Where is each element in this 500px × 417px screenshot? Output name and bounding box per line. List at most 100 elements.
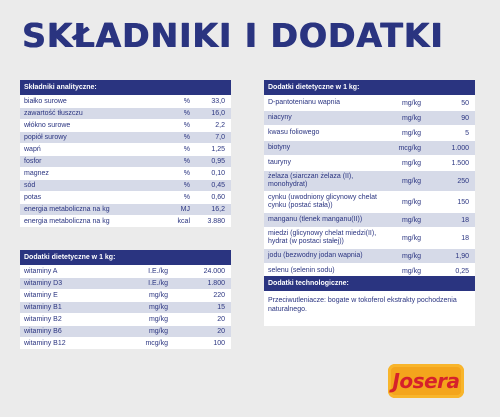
table-row: potas% 0,60 bbox=[20, 191, 231, 203]
row-name: sód bbox=[24, 182, 36, 189]
table-row: sód% 0,45 bbox=[20, 179, 231, 191]
row-unit: % bbox=[183, 146, 190, 153]
row-value: 0,45 bbox=[211, 182, 225, 189]
table-header: Dodatki technologiczne: bbox=[264, 276, 475, 291]
josera-logo: Josera bbox=[388, 364, 464, 398]
row-value: 1,25 bbox=[211, 146, 225, 153]
row-name: wapń bbox=[24, 146, 41, 153]
row-name: żelaza (siarczan żelaza (II), monohydrat… bbox=[268, 173, 354, 188]
row-value: 150 bbox=[457, 198, 469, 206]
table-row: manganu (tlenek manganu(II)) mg/kg 18 bbox=[264, 212, 475, 227]
row-name: kwasu foliowego bbox=[268, 129, 320, 136]
page-title: SKŁADNIKI I DODATKI bbox=[22, 16, 444, 55]
row-name: potas bbox=[24, 194, 42, 201]
row-name: witaminy B2 bbox=[24, 316, 62, 323]
table-row: białko surowe% 33,0 bbox=[20, 95, 231, 107]
row-unit: mg/kg bbox=[148, 316, 168, 323]
row-name: witaminy E bbox=[24, 292, 58, 299]
row-value: 5 bbox=[465, 129, 469, 137]
table-row: miedzi (glicynowy chelat miedzi(II), hyd… bbox=[264, 227, 475, 248]
table-row: magnez% 0,10 bbox=[20, 167, 231, 179]
table-row: włókno surowe% 2,2 bbox=[20, 119, 231, 131]
table-row: fosfor% 0,95 bbox=[20, 155, 231, 167]
row-value: 50 bbox=[461, 99, 469, 107]
row-value: 33,0 bbox=[211, 98, 225, 105]
table-row: energia metaboliczna na kg MJ 16,2 bbox=[20, 203, 231, 215]
row-unit: mg/kg bbox=[148, 304, 168, 311]
row-unit: mg/kg bbox=[401, 198, 421, 206]
row-name: tauryny bbox=[268, 159, 291, 166]
table-row: tauryny mg/kg 1.500 bbox=[264, 155, 475, 170]
row-value: 7,0 bbox=[215, 134, 225, 141]
row-name: witaminy B12 bbox=[24, 340, 66, 347]
row-value: 2,2 bbox=[215, 122, 225, 129]
row-name: jodu (bezwodny jodan wapnia) bbox=[268, 252, 363, 259]
row-value: 1,90 bbox=[455, 252, 469, 260]
row-name: fosfor bbox=[24, 158, 42, 165]
table-row: zawartość tłuszczu% 16,0 bbox=[20, 107, 231, 119]
row-unit: kcal bbox=[177, 218, 190, 225]
table-row: jodu (bezwodny jodan wapnia) mg/kg 1,90 bbox=[264, 248, 475, 263]
row-name: energia metaboliczna na kg bbox=[24, 218, 110, 225]
row-name: włókno surowe bbox=[24, 122, 71, 129]
row-name: energia metaboliczna na kg bbox=[24, 206, 110, 213]
row-unit: mg/kg bbox=[401, 252, 421, 260]
row-name: witaminy D3 bbox=[24, 280, 63, 287]
row-unit: mg/kg bbox=[401, 99, 421, 107]
row-name: D-pantotenianu wapnia bbox=[268, 99, 340, 106]
row-value: 16,0 bbox=[211, 110, 225, 117]
row-value: 0,95 bbox=[211, 158, 225, 165]
row-name: selenu (selenin sodu) bbox=[268, 267, 335, 274]
technological-text: Przeciwutleniacze: bogate w tokoferol ek… bbox=[264, 291, 475, 326]
row-unit: mg/kg bbox=[401, 216, 421, 224]
vitamins-table: Dodatki dietetyczne w 1 kg: witaminy A I.… bbox=[20, 250, 231, 349]
row-unit: mg/kg bbox=[148, 292, 168, 299]
row-unit: mg/kg bbox=[401, 129, 421, 137]
table-row: witaminy B12 mcg/kg 100 bbox=[20, 337, 231, 349]
row-value: 1.500 bbox=[451, 159, 469, 167]
row-unit: % bbox=[183, 110, 190, 117]
table-row: żelaza (siarczan żelaza (II), monohydrat… bbox=[264, 170, 475, 191]
row-unit: mcg/kg bbox=[398, 144, 421, 152]
row-unit: mg/kg bbox=[148, 328, 168, 335]
table-row: wapń% 1,25 bbox=[20, 143, 231, 155]
table-row: witaminy A I.E./kg 24.000 bbox=[20, 265, 231, 277]
row-unit: % bbox=[183, 194, 190, 201]
row-value: 1.800 bbox=[207, 280, 225, 287]
row-unit: mg/kg bbox=[401, 267, 421, 275]
row-value: 16,2 bbox=[211, 206, 225, 213]
row-name: biotyny bbox=[268, 144, 291, 151]
table-row: biotyny mcg/kg 1.000 bbox=[264, 140, 475, 155]
row-unit: mg/kg bbox=[401, 177, 421, 185]
table-row: D-pantotenianu wapnia mg/kg 50 bbox=[264, 95, 475, 110]
row-unit: mg/kg bbox=[401, 114, 421, 122]
row-unit: I.E./kg bbox=[148, 280, 168, 287]
row-value: 15 bbox=[217, 304, 225, 311]
table-row: cynku (uwodniony glicynowy chelat cynku … bbox=[264, 191, 475, 212]
row-value: 100 bbox=[213, 340, 225, 347]
table-row: witaminy B2 mg/kg 20 bbox=[20, 313, 231, 325]
table-row: niacyny mg/kg 90 bbox=[264, 110, 475, 125]
row-value: 220 bbox=[213, 292, 225, 299]
row-value: 20 bbox=[217, 316, 225, 323]
row-value: 18 bbox=[461, 216, 469, 224]
analytical-constituents-table: Składniki analityczne: białko surowe% 33,… bbox=[20, 80, 231, 227]
table-header: Dodatki dietetyczne w 1 kg: bbox=[264, 80, 475, 95]
row-unit: mcg/kg bbox=[145, 340, 168, 347]
table-row: energia metaboliczna na kg kcal 3.880 bbox=[20, 215, 231, 227]
row-unit: % bbox=[183, 98, 190, 105]
table-row: witaminy B1 mg/kg 15 bbox=[20, 301, 231, 313]
row-value: 90 bbox=[461, 114, 469, 122]
row-name: witaminy A bbox=[24, 268, 58, 275]
row-unit: % bbox=[183, 134, 190, 141]
row-value: 1.000 bbox=[451, 144, 469, 152]
row-name: cynku (uwodniony glicynowy chelat cynku … bbox=[268, 194, 377, 209]
row-name: zawartość tłuszczu bbox=[24, 110, 83, 117]
row-unit: mg/kg bbox=[401, 234, 421, 242]
row-name: manganu (tlenek manganu(II)) bbox=[268, 216, 363, 223]
row-unit: % bbox=[183, 158, 190, 165]
table-header: Składniki analityczne: bbox=[20, 80, 231, 95]
row-name: magnez bbox=[24, 170, 49, 177]
row-value: 250 bbox=[457, 177, 469, 185]
table-row: popiół surowy% 7,0 bbox=[20, 131, 231, 143]
